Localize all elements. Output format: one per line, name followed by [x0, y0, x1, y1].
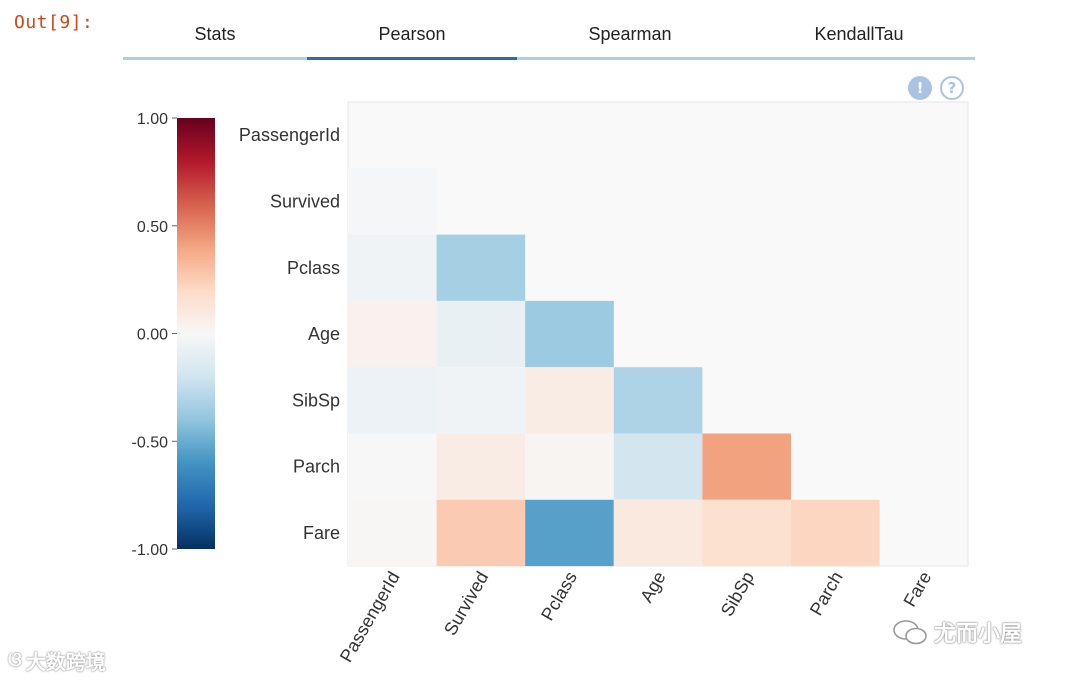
heatmap-cell-age-passengerid[interactable] — [348, 300, 437, 368]
heatmap-cell-pclass-survived[interactable] — [436, 234, 526, 301]
watermark-left-text: 大数跨境 — [25, 652, 106, 674]
x-tick-label: Survived — [440, 568, 492, 639]
y-axis-labels: PassengerId Survived Pclass Age SibSp Parch Fa… — [239, 125, 340, 543]
colorbar: 1.00 0.50 0.00 -0.50 -1.00 — [132, 111, 215, 559]
y-tick-label: Fare — [303, 523, 340, 543]
x-tick-label: PassengerId — [336, 568, 404, 666]
heatmap-cell-fare-survived[interactable] — [436, 499, 526, 567]
y-tick-label: PassengerId — [239, 125, 340, 145]
correlation-tabs: Stats Pearson Spearman KendallTau — [123, 16, 975, 60]
y-tick-label: Pclass — [287, 258, 340, 278]
heatmap-cell-pclass-passengerid[interactable] — [348, 234, 437, 301]
heatmap-cell-fare-parch[interactable] — [791, 499, 880, 567]
help-icon[interactable]: ? — [940, 76, 964, 100]
y-tick-label: Age — [308, 324, 340, 344]
heatmap-cell-fare-age[interactable] — [613, 499, 703, 567]
y-tick-label: Parch — [293, 457, 340, 477]
heatmap-cell-parch-age[interactable] — [613, 433, 703, 500]
heatmap-cell-age-pclass[interactable] — [525, 300, 614, 368]
heatmap-cell-parch-sibsp[interactable] — [702, 433, 791, 500]
y-tick-label: SibSp — [292, 390, 340, 410]
heatmap-cell-fare-pclass[interactable] — [525, 499, 614, 567]
wechat-icon — [893, 620, 927, 645]
heatmap-cell-sibsp-pclass[interactable] — [525, 367, 614, 434]
output-prompt: Out[9]: — [14, 12, 94, 33]
tab-stats[interactable]: Stats — [194, 24, 236, 44]
heatmap-cell-parch-passengerid[interactable] — [348, 433, 437, 500]
heatmap-cell-fare-sibsp[interactable] — [702, 499, 791, 567]
info-icon[interactable]: ! — [908, 76, 932, 100]
colorbar-gradient — [177, 118, 215, 549]
colorbar-tick-label: 0.00 — [137, 327, 168, 344]
heatmap-cell-fare-passengerid[interactable] — [348, 499, 437, 567]
tab-kendalltau[interactable]: KendallTau — [814, 24, 904, 44]
watermark-right: 尤而小屋 — [892, 616, 1022, 648]
tab-spearman[interactable]: Spearman — [588, 24, 672, 44]
x-tick-label: Parch — [806, 568, 847, 619]
x-tick-label: Pclass — [537, 568, 581, 624]
colorbar-tick-label: 0.50 — [137, 219, 168, 236]
heatmap-cell-sibsp-passengerid[interactable] — [348, 367, 437, 434]
tab-pearson[interactable]: Pearson — [307, 16, 517, 60]
x-tick-label: Age — [636, 568, 669, 606]
x-axis-labels: PassengerId Survived Pclass Age SibSp Parch Fa… — [336, 568, 935, 666]
colorbar-tick-label: 1.00 — [137, 111, 168, 128]
y-tick-label: Survived — [270, 192, 340, 212]
heatmap-cell-survived-passengerid[interactable] — [348, 168, 437, 235]
heatmap-cell-parch-pclass[interactable] — [525, 433, 614, 500]
heatmap-cell-sibsp-survived[interactable] — [436, 367, 526, 434]
x-tick-label: Fare — [900, 568, 936, 610]
watermark-right-text: 尤而小屋 — [934, 621, 1023, 646]
heatmap-cells — [348, 168, 880, 567]
heatmap-cell-sibsp-age[interactable] — [613, 367, 703, 434]
watermark-left: ଓ 大数跨境 — [8, 646, 106, 675]
watermark-left-icon: ଓ — [8, 649, 22, 671]
x-tick-label: SibSp — [717, 568, 758, 620]
colorbar-tick-label: -1.00 — [132, 542, 169, 559]
heatmap-cell-age-survived[interactable] — [436, 300, 526, 368]
heatmap-cell-parch-survived[interactable] — [436, 433, 526, 500]
colorbar-tick-label: -0.50 — [132, 434, 169, 451]
